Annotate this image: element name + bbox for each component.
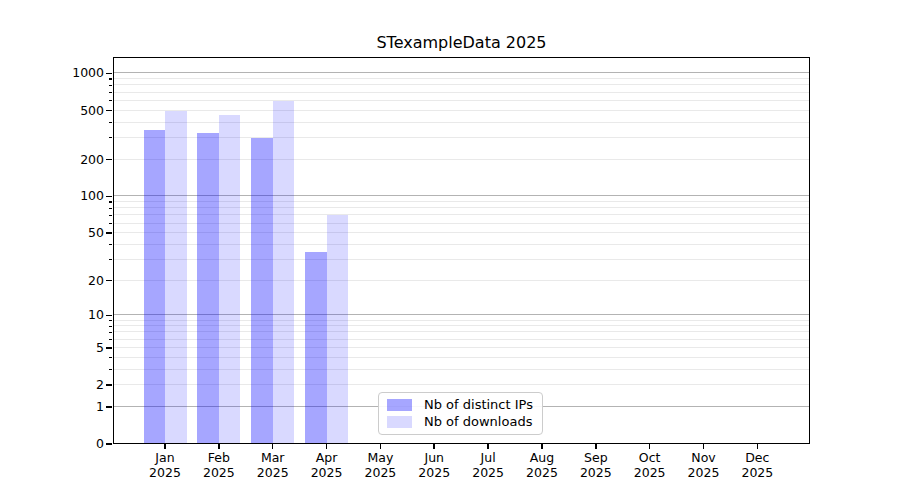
y-tick-mark xyxy=(106,280,112,282)
x-tick-mark xyxy=(487,443,489,449)
y-gridline-minor xyxy=(113,100,810,101)
bar-downloads xyxy=(327,215,349,444)
x-tick-mark xyxy=(218,443,220,449)
y-tick-label: 1 xyxy=(0,399,104,415)
x-tick-mark xyxy=(272,443,274,449)
bar-downloads xyxy=(165,111,187,444)
chart-title: STexampleData 2025 xyxy=(113,33,810,52)
y-tick-mark xyxy=(106,384,112,386)
legend-swatch-downloads-icon xyxy=(387,416,412,428)
y-tick-mark xyxy=(106,159,112,161)
legend-entry-downloads: Nb of downloads xyxy=(387,414,534,430)
bar-distinct-ips xyxy=(305,252,327,444)
y-minor-tick-mark xyxy=(109,357,113,358)
x-tick-mark xyxy=(433,443,435,449)
bar-distinct-ips xyxy=(251,138,273,444)
x-tick-mark xyxy=(649,443,651,449)
y-minor-tick-mark xyxy=(109,122,113,123)
bar-downloads xyxy=(273,101,295,444)
y-tick-label: 100 xyxy=(0,188,104,204)
y-tick-label: 50 xyxy=(0,225,104,241)
y-gridline-minor xyxy=(113,122,810,123)
legend-entry-distinct-ips: Nb of distinct IPs xyxy=(387,397,534,413)
bar-distinct-ips xyxy=(144,130,166,444)
y-minor-tick-mark xyxy=(109,339,113,340)
legend-label-distinct-ips: Nb of distinct IPs xyxy=(424,397,533,413)
y-minor-tick-mark xyxy=(109,92,113,93)
x-tick-mark xyxy=(595,443,597,449)
x-tick-mark xyxy=(541,443,543,449)
y-tick-label: 500 xyxy=(0,103,104,119)
x-tick-mark xyxy=(703,443,705,449)
y-tick-label: 10 xyxy=(0,307,104,323)
y-minor-tick-mark xyxy=(109,208,113,209)
y-gridline-minor xyxy=(113,84,810,85)
y-gridline-minor xyxy=(113,78,810,79)
y-minor-tick-mark xyxy=(109,78,113,79)
y-minor-tick-mark xyxy=(109,137,113,138)
bar-downloads xyxy=(219,115,241,444)
y-tick-label: 5 xyxy=(0,340,104,356)
y-minor-tick-mark xyxy=(109,215,113,216)
y-tick-mark xyxy=(106,443,112,445)
y-minor-tick-mark xyxy=(109,201,113,202)
y-gridline-major xyxy=(113,72,810,73)
y-tick-label: 200 xyxy=(0,152,104,168)
y-minor-tick-mark xyxy=(109,244,113,245)
y-minor-tick-mark xyxy=(109,85,113,86)
plot-area xyxy=(113,57,810,444)
y-tick-mark xyxy=(106,232,112,234)
y-gridline-minor xyxy=(113,92,810,93)
y-tick-mark xyxy=(106,110,112,112)
x-tick-year: 2025 xyxy=(725,466,789,481)
y-gridline-minor xyxy=(113,110,810,111)
y-tick-label: 2 xyxy=(0,377,104,393)
y-minor-tick-mark xyxy=(109,223,113,224)
y-minor-tick-mark xyxy=(109,100,113,101)
x-tick-mark xyxy=(164,443,166,449)
y-tick-mark xyxy=(106,196,112,198)
y-minor-tick-mark xyxy=(109,326,113,327)
y-tick-mark xyxy=(106,73,112,75)
x-tick-mark xyxy=(326,443,328,449)
legend-swatch-distinct-ips-icon xyxy=(387,399,412,411)
x-tick-mark xyxy=(380,443,382,449)
figure-canvas: STexampleData 2025 0 1 2 5 10 20 50 100 200 500 10… xyxy=(0,0,900,500)
y-minor-tick-mark xyxy=(109,259,113,260)
x-tick-mark xyxy=(757,443,759,449)
y-minor-tick-mark xyxy=(109,369,113,370)
y-tick-mark xyxy=(106,315,112,317)
x-tick-month: Dec xyxy=(725,451,789,466)
bar-distinct-ips xyxy=(197,133,219,444)
y-tick-label: 20 xyxy=(0,273,104,289)
y-tick-mark xyxy=(106,406,112,408)
y-tick-label: 0 xyxy=(0,436,104,452)
x-tick-label: Dec2025 xyxy=(725,451,789,480)
y-tick-mark xyxy=(106,347,112,349)
legend-label-downloads: Nb of downloads xyxy=(424,414,532,430)
y-minor-tick-mark xyxy=(109,332,113,333)
y-tick-label: 1000 xyxy=(0,65,104,81)
y-minor-tick-mark xyxy=(109,320,113,321)
legend: Nb of distinct IPs Nb of downloads xyxy=(378,392,543,435)
